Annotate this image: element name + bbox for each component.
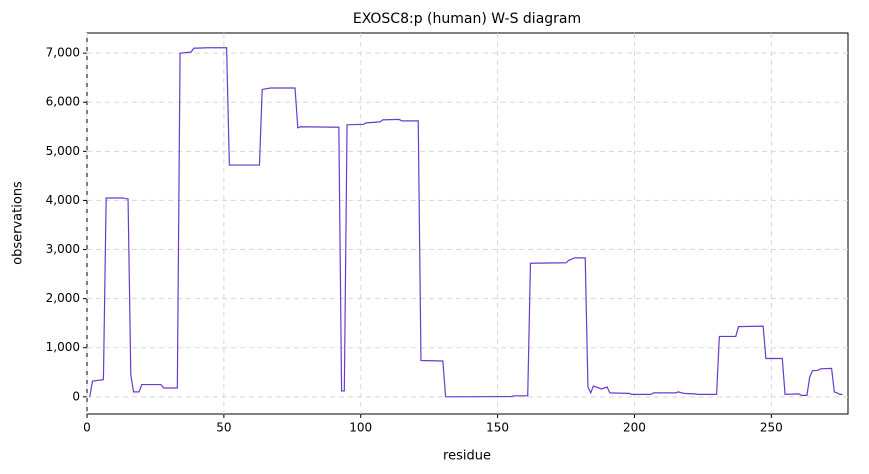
x-tick-label: 100 — [349, 421, 372, 435]
y-tick-label: 3,000 — [46, 242, 80, 256]
x-tick-label: 150 — [486, 421, 509, 435]
x-tick-label: 250 — [760, 421, 783, 435]
data-line — [89, 47, 843, 398]
y-tick-label: 4,000 — [46, 193, 80, 207]
y-tick-label: 6,000 — [46, 95, 80, 109]
y-axis-label: observations — [11, 181, 26, 265]
chart-title: EXOSC8:p (human) W-S diagram — [353, 11, 581, 27]
y-tick-label: 7,000 — [46, 46, 80, 60]
x-tick-label: 0 — [83, 421, 91, 435]
x-tick-label: 200 — [623, 421, 646, 435]
x-axis-label: residue — [443, 449, 491, 464]
y-tick-label: 0 — [72, 389, 80, 403]
y-tick-label: 1,000 — [46, 340, 80, 354]
y-tick-label: 2,000 — [46, 291, 80, 305]
x-tick-label: 50 — [216, 421, 231, 435]
plot-frame — [86, 32, 849, 415]
y-tick-label: 5,000 — [46, 144, 80, 158]
